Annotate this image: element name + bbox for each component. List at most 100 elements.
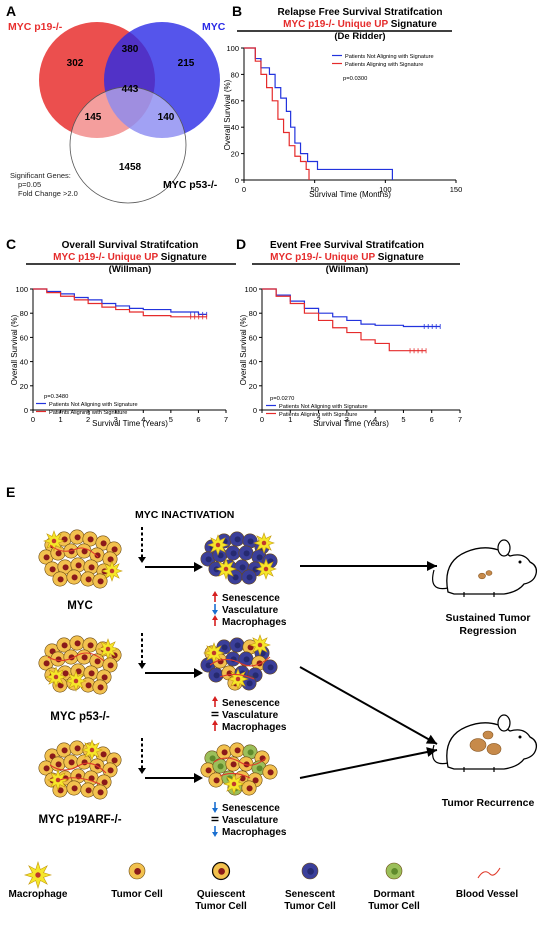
km-series-aligning [262,288,427,352]
km-x-tick-label: 7 [458,415,462,424]
km-subtitle-black: Signature [161,252,208,263]
macrophage-nucleus [231,781,237,787]
increase-arrow-head [212,720,218,725]
venn-note-1: Significant Genes: [10,171,71,180]
legend-label: Tumor Cell [195,901,247,912]
km-subtitle-black: Signature [391,19,438,30]
cell-nucleus [239,564,246,571]
venn-circle-myc [104,22,220,138]
cell-nucleus [107,767,114,774]
cell-nucleus [234,642,241,649]
km-x-tick-label: 5 [169,415,173,424]
cell-nucleus [217,763,224,770]
change-label: Senescence [222,593,280,604]
km-y-tick-label: 80 [231,70,239,79]
km-x-label: Survival Time (Months) [309,190,391,199]
cell-nucleus [256,765,263,772]
mouse-ear [497,714,511,732]
post-inactivation-clusters [200,531,278,796]
cell-nucleus [61,642,68,649]
km-x-tick-label: 1 [58,415,62,424]
cell-nucleus [111,757,118,764]
cell-nucleus [256,554,263,561]
macrophage-nucleus [223,566,229,572]
cell-nucleus [55,761,62,768]
macrophage-nucleus [35,872,41,878]
mouse-ear [497,539,511,557]
km-cohort: (De Ridder) [334,31,385,42]
mouse-body [446,547,538,595]
mouse-tail [432,744,449,765]
legend-label: Senescent [285,889,336,900]
cell-nucleus [62,564,69,571]
legend-label: Tumor Cell [284,901,336,912]
macrophage-nucleus [257,642,263,648]
legend-label: Tumor Cell [111,889,163,900]
outcome-regression-line2: Regression [459,625,516,637]
change-label: Senescence [222,803,280,814]
cell-nucleus [218,868,225,875]
cell-nucleus [87,642,94,649]
cell-nucleus [57,576,64,583]
cell-nucleus [243,656,250,663]
quiescent-outline [211,861,231,881]
legend-label: Tumor Cell [368,901,420,912]
cell-nucleus [267,769,274,776]
km-subtitle-red: MYC p19-/- Unique UP [270,252,378,263]
km-y-tick-label: 80 [20,309,28,318]
cell-nucleus [252,672,259,679]
macrophage-nucleus [53,674,59,680]
cell-nucleus [101,674,108,681]
km-y-tick-label: 0 [235,176,239,185]
genotype-label: MYC p19ARF-/- [38,814,121,826]
change-label: Macrophages [222,617,287,628]
transition-arrow-head [194,668,203,678]
blood-vessel-shape [213,757,267,766]
change-label: Senescence [222,698,280,709]
km-y-tick-label: 40 [231,123,239,132]
km-x-tick-label: 5 [401,415,405,424]
km-y-tick-label: 20 [249,382,257,391]
venn-note-2: p=0.05 [18,180,41,189]
cell-nucleus [62,670,69,677]
outcome-regression-line1: Sustained Tumor [446,612,531,624]
cell-nucleus [87,536,94,543]
cell-nucleus [247,538,254,545]
km-x-tick-label: 7 [224,415,228,424]
cell-nucleus [71,785,78,792]
mouse-eye [518,735,522,739]
km-y-label: Overall Survival (%) [10,314,19,385]
panel-c-label: C [6,236,16,252]
cell-nucleus [81,548,88,555]
cell-nucleus [43,554,50,561]
cell-nucleus [246,574,253,581]
dashed-arrow-head [138,663,146,669]
mouse-tumor [478,572,486,580]
km-x-tick-label: 50 [310,185,318,194]
dashed-arrow-head [138,557,146,563]
increase-arrow-head [212,615,218,620]
km-pvalue: p=0.3480 [44,394,68,400]
panel-e: E MYC INACTIVATION MYCSenescenceVasculat… [6,484,538,912]
cell-nucleus [74,640,81,647]
cell-nucleus [97,789,104,796]
change-label: Vasculature [222,605,279,616]
cell-nucleus [252,566,259,573]
km-subtitle-red: MYC p19-/- Unique UP [283,19,391,30]
cell-nucleus [55,550,62,557]
cell-nucleus [217,552,224,559]
mouse-tumor [469,738,487,752]
mouse-illustration [432,714,538,772]
venn-label-p53: MYC p53-/- [163,179,218,191]
myc-inactivation-header: MYC INACTIVATION [135,509,234,521]
transition-arrow-head [194,773,203,783]
km-legend-entry: Patients Not Aligning with Signature [345,54,434,60]
cell-nucleus [221,644,228,651]
km-x-tick-label: 0 [260,415,264,424]
venn-count-p19-only: 302 [67,58,84,69]
panel-a: A MYC p19-/- MYC MYC p53-/- 302 380 215 … [6,3,226,204]
tumor-cluster [38,529,123,589]
km-series-aligning [33,288,207,318]
panel-b: B Relapse Free Survival StratifcationMYC … [223,3,462,199]
